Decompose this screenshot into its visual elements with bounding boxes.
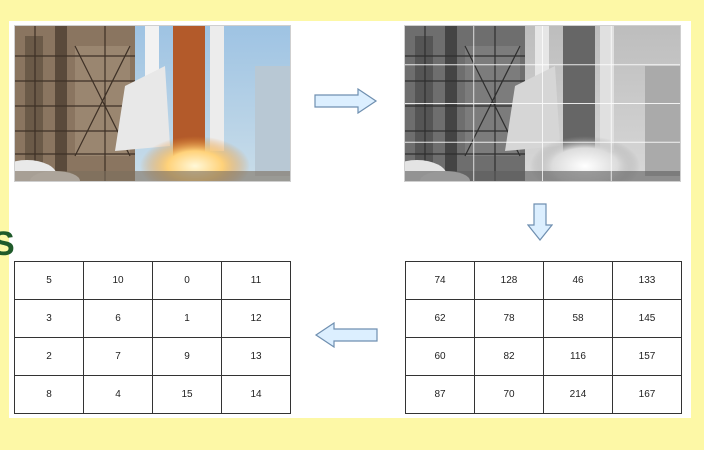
partial-title-letter: S <box>0 225 15 263</box>
table-row: 3 6 1 12 <box>14 299 291 338</box>
table-cell: 133 <box>612 261 682 300</box>
table-cell: 1 <box>152 299 222 338</box>
table-cell: 11 <box>221 261 291 300</box>
rocket-launch-photo <box>14 25 291 182</box>
table-cell: 10 <box>83 261 153 300</box>
table-row: 74 128 46 133 <box>405 261 682 300</box>
table-cell: 60 <box>405 337 475 376</box>
table-cell: 116 <box>543 337 613 376</box>
table-cell: 214 <box>543 375 613 414</box>
table-row: 8 4 15 14 <box>14 375 291 414</box>
table-cell: 74 <box>405 261 475 300</box>
table-cell: 8 <box>14 375 84 414</box>
pixel-grid-overlay <box>405 26 680 181</box>
table-cell: 5 <box>14 261 84 300</box>
table-cell: 157 <box>612 337 682 376</box>
table-cell: 0 <box>152 261 222 300</box>
table-row: 87 70 214 167 <box>405 375 682 414</box>
table-cell: 12 <box>221 299 291 338</box>
arrow-right-icon <box>314 88 378 114</box>
table-cell: 70 <box>474 375 544 414</box>
table-cell: 82 <box>474 337 544 376</box>
table-cell: 87 <box>405 375 475 414</box>
rocket-launch-color-image <box>15 26 290 181</box>
rocket-launch-grayscale-photo <box>404 25 681 182</box>
table-cell: 14 <box>221 375 291 414</box>
table-cell: 62 <box>405 299 475 338</box>
table-cell: 7 <box>83 337 153 376</box>
rocket-launch-gray-image <box>405 26 680 181</box>
table-cell: 9 <box>152 337 222 376</box>
table-cell: 6 <box>83 299 153 338</box>
table-cell: 46 <box>543 261 613 300</box>
table-cell: 78 <box>474 299 544 338</box>
table-cell: 2 <box>14 337 84 376</box>
table-cell: 58 <box>543 299 613 338</box>
table-cell: 128 <box>474 261 544 300</box>
pixel-intensity-table: 74 128 46 133 62 78 58 145 60 82 116 157… <box>405 261 682 414</box>
table-cell: 13 <box>221 337 291 376</box>
table-row: 5 10 0 11 <box>14 261 291 300</box>
index-table: 5 10 0 11 3 6 1 12 2 7 9 13 8 4 15 14 <box>14 261 291 414</box>
table-row: 60 82 116 157 <box>405 337 682 376</box>
table-row: 62 78 58 145 <box>405 299 682 338</box>
table-cell: 145 <box>612 299 682 338</box>
arrow-left-icon <box>314 322 378 348</box>
table-row: 2 7 9 13 <box>14 337 291 376</box>
table-cell: 15 <box>152 375 222 414</box>
table-cell: 4 <box>83 375 153 414</box>
table-cell: 167 <box>612 375 682 414</box>
table-cell: 3 <box>14 299 84 338</box>
arrow-down-icon <box>527 203 553 241</box>
